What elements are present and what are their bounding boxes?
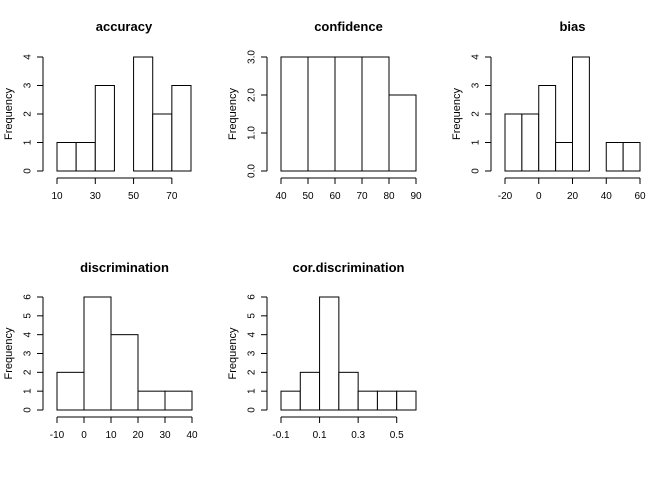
histogram-bar bbox=[56, 142, 77, 172]
x-tick-label: 50 bbox=[128, 191, 140, 202]
histogram-bar bbox=[504, 113, 523, 172]
y-tick-label: 5 bbox=[247, 313, 258, 319]
x-tick-label: 60 bbox=[329, 191, 341, 202]
histogram-bar bbox=[152, 113, 173, 172]
x-tick-label: 0 bbox=[81, 430, 87, 441]
y-tick-label: 0 bbox=[23, 407, 34, 413]
y-tick-label: 0.0 bbox=[247, 164, 258, 178]
histogram-bar bbox=[361, 56, 390, 172]
histogram-bar bbox=[299, 371, 321, 411]
x-tick-label: 60 bbox=[634, 191, 646, 202]
y-axis-label: Frequency bbox=[227, 88, 239, 140]
y-axis-label: Frequency bbox=[451, 88, 463, 140]
histogram-bar bbox=[83, 296, 112, 411]
histogram-bar bbox=[56, 371, 85, 411]
histogram-panel: confidence 40 50 60 70 80 90 0.0 1.0 2.0 3.0 Freque… bbox=[227, 19, 422, 202]
y-tick-label: 3.0 bbox=[247, 50, 258, 64]
x-tick-label: 20 bbox=[567, 191, 579, 202]
histogram-panel: discrimination -10 0 10 20 30 40 0 1 2 3 4 5 6 Frequen… bbox=[3, 260, 198, 441]
y-tick-label: 6 bbox=[23, 294, 34, 300]
histogram-bar bbox=[538, 85, 557, 172]
y-tick-label: 1 bbox=[23, 139, 34, 145]
histogram-bar bbox=[319, 296, 340, 411]
histogram-bar bbox=[137, 390, 166, 411]
x-tick-label: -0.1 bbox=[272, 430, 290, 441]
chart-title: cor.discrimination bbox=[293, 260, 405, 275]
x-tick-label: 40 bbox=[186, 430, 198, 441]
x-tick-label: 50 bbox=[302, 191, 314, 202]
y-tick-label: 4 bbox=[23, 331, 34, 337]
y-tick-label: 4 bbox=[247, 331, 258, 337]
chart-title: bias bbox=[559, 19, 585, 34]
chart-title: discrimination bbox=[80, 260, 169, 275]
y-axis-label: Frequency bbox=[227, 327, 239, 379]
histogram-bar bbox=[164, 390, 193, 411]
histogram-bar bbox=[376, 390, 398, 411]
y-tick-label: 4 bbox=[471, 54, 482, 60]
histogram-bar bbox=[94, 85, 115, 172]
x-tick-label: 80 bbox=[383, 191, 395, 202]
histogram-bar bbox=[133, 56, 154, 172]
y-tick-label: 1 bbox=[23, 388, 34, 394]
histogram-bar bbox=[521, 113, 540, 172]
histogram-bar bbox=[338, 371, 359, 411]
x-tick-label: 0.1 bbox=[313, 430, 327, 441]
histogram-panel: accuracy 10 30 50 70 0 1 2 3 4 Frequency bbox=[3, 19, 192, 202]
histogram-bar bbox=[396, 390, 417, 411]
x-tick-label: -20 bbox=[498, 191, 513, 202]
x-tick-label: 0.3 bbox=[351, 430, 365, 441]
y-axis-label: Frequency bbox=[3, 88, 15, 140]
histogram-bar bbox=[280, 56, 309, 172]
y-tick-label: 3 bbox=[23, 350, 34, 356]
x-tick-label: 70 bbox=[356, 191, 368, 202]
y-tick-label: 2 bbox=[247, 369, 258, 375]
y-tick-label: 1 bbox=[471, 139, 482, 145]
histogram-bar bbox=[357, 390, 378, 411]
y-tick-label: 0 bbox=[471, 168, 482, 174]
y-tick-label: 2 bbox=[471, 111, 482, 117]
x-tick-label: 40 bbox=[275, 191, 287, 202]
chart-title: accuracy bbox=[96, 19, 153, 34]
x-tick-label: 20 bbox=[132, 430, 144, 441]
y-tick-label: 1 bbox=[247, 388, 258, 394]
histogram-panel: bias -20 0 20 40 60 0 1 2 3 4 Frequency bbox=[451, 19, 646, 202]
y-tick-label: 3 bbox=[23, 82, 34, 88]
histogram-bar bbox=[307, 56, 336, 172]
x-tick-label: -10 bbox=[50, 430, 65, 441]
histogram-bar bbox=[388, 94, 417, 172]
y-tick-label: 0 bbox=[23, 168, 34, 174]
y-tick-label: 3 bbox=[247, 350, 258, 356]
y-tick-label: 5 bbox=[23, 313, 34, 319]
x-tick-label: 10 bbox=[51, 191, 63, 202]
x-tick-label: 10 bbox=[105, 430, 117, 441]
y-tick-label: 6 bbox=[247, 294, 258, 300]
y-axis-label: Frequency bbox=[3, 327, 15, 379]
histogram-bar bbox=[334, 56, 363, 172]
y-tick-label: 2 bbox=[23, 369, 34, 375]
histogram-bar bbox=[75, 142, 96, 172]
histogram-bar bbox=[280, 390, 301, 411]
y-tick-label: 4 bbox=[23, 54, 34, 60]
histogram-bar bbox=[605, 142, 624, 172]
x-tick-label: 90 bbox=[410, 191, 422, 202]
y-tick-label: 0 bbox=[247, 407, 258, 413]
x-tick-label: 40 bbox=[601, 191, 613, 202]
chart-title: confidence bbox=[314, 19, 383, 34]
y-tick-label: 3 bbox=[471, 82, 482, 88]
y-tick-label: 1.0 bbox=[247, 126, 258, 140]
y-tick-label: 2.0 bbox=[247, 88, 258, 102]
x-tick-label: 30 bbox=[159, 430, 171, 441]
x-tick-label: 30 bbox=[90, 191, 102, 202]
histogram-bar bbox=[171, 85, 192, 172]
histogram-bar bbox=[622, 142, 641, 172]
histogram-bar bbox=[572, 56, 590, 172]
x-tick-label: 70 bbox=[166, 191, 178, 202]
histogram-bar bbox=[110, 334, 139, 411]
histogram-panel: cor.discrimination -0.1 0.1 0.3 0.5 0 1 2 3 4 5 6 Fr… bbox=[227, 260, 417, 441]
histogram-bar bbox=[555, 142, 573, 172]
x-tick-label: 0 bbox=[536, 191, 542, 202]
y-tick-label: 2 bbox=[23, 111, 34, 117]
x-tick-label: 0.5 bbox=[390, 430, 404, 441]
